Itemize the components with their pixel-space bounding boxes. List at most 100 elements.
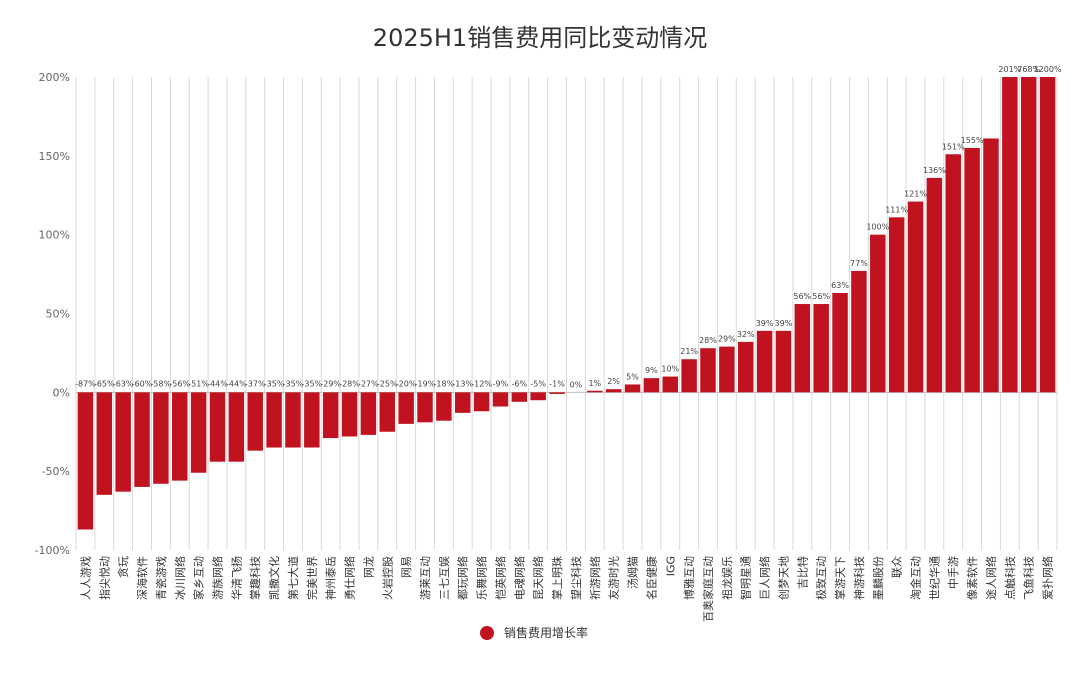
x-tick-label: 飞鱼科技 [1022,556,1036,600]
bar [851,270,867,393]
bar [888,217,905,393]
bar [700,348,716,393]
data-label: -19% [415,379,436,388]
legend-label: 销售费用增长率 [504,626,589,640]
x-tick-label: 像素软件 [965,556,979,600]
data-label: 2% [607,377,620,386]
x-tick-label: 都玩网络 [456,556,470,600]
x-tick-label: 掌趣科技 [248,556,262,600]
legend[interactable]: 销售费用增长率 [480,624,588,641]
data-label: -87% [75,379,96,388]
bar [587,390,603,393]
x-tick-label: 深海软件 [135,556,149,600]
x-tick-label: 华清飞扬 [229,556,243,600]
bar [77,392,94,530]
data-label: 56% [793,292,811,301]
data-label: -27% [358,379,379,388]
bar [1020,77,1037,393]
data-label: 32% [737,330,755,339]
bar [756,330,773,393]
data-label: -25% [377,379,398,388]
bar [96,392,113,495]
bar [681,359,697,393]
bar [605,389,622,393]
x-tick-label: 昆天网络 [531,556,545,600]
data-label: 10% [661,365,679,374]
data-label: -6% [512,379,528,388]
data-label: 151% [942,142,965,151]
data-label: -35% [283,379,304,388]
x-tick-label: 游莱互动 [419,556,432,600]
data-label: 1% [588,379,601,388]
data-label: 155% [961,136,984,145]
data-label: -56% [169,379,190,388]
bar [455,392,471,413]
data-label: 28% [699,336,717,345]
data-label: 77% [850,259,868,268]
bar [813,304,829,393]
data-label: -51% [188,379,209,388]
x-tick-label: 百奥家庭互动 [701,556,715,622]
data-label: 21% [680,347,698,356]
x-tick-label: 三七互娱 [437,556,451,600]
bar [398,392,414,424]
bar [492,392,509,407]
data-label: -44% [226,379,247,388]
x-tick-label: 掌上明珠 [550,556,564,600]
bar [341,392,358,437]
y-tick-label: -100% [35,544,70,557]
x-tick-label: 世纪华通 [927,556,941,600]
bar [945,154,961,393]
data-label: 100% [866,223,889,232]
x-tick-label: 名臣健康 [644,556,658,600]
bar [1039,77,1056,393]
x-tick-label: 吉比特 [795,556,809,589]
bar [322,392,339,439]
x-tick-label: 博雅互动 [682,556,696,600]
data-label: -29% [320,379,341,388]
bar [794,304,811,393]
y-tick-label: 200% [39,71,70,84]
axis-layer: -100% -50% 0% 50% 100% 150% 200% [35,71,1057,557]
y-tick-label: 150% [39,150,70,163]
data-label: -35% [264,379,285,388]
data-label: -9% [493,379,509,388]
data-label: -28% [339,379,360,388]
x-tick-label: 乐舞网络 [475,556,489,600]
x-tick-label: 冰川网络 [173,556,187,600]
x-tick-label: 极致互动 [814,556,828,600]
data-label: -1% [549,379,565,388]
bar [926,177,943,393]
data-label: 1200% [1034,65,1062,74]
data-label: -60% [132,379,153,388]
bar [247,392,263,451]
bar [737,341,754,393]
x-tick-label: 第七大道 [286,556,300,600]
bar [870,234,886,393]
bar [285,392,301,448]
y-tick-label: 50% [46,308,70,321]
bar [719,346,735,393]
x-tick-label: 神州泰岳 [324,556,338,600]
data-label: -5% [530,379,546,388]
x-tick-label: 贪玩 [116,556,130,578]
bar [228,392,245,462]
bar [153,392,169,484]
y-tick-label: 100% [39,229,70,242]
x-tick-label: 墨麟股份 [871,556,885,600]
x-tick-label: 爱扑网络 [1041,556,1055,600]
data-label: 29% [718,335,736,344]
x-tick-label: 电魂网络 [512,556,526,600]
data-label: 39% [775,319,793,328]
x-tick-label: 望尘科技 [569,556,583,600]
x-tick-label: 中手游 [946,556,960,589]
x-tick-layer: 人人游戏 指尖悦动 贪玩 深海软件 青瓷游戏 冰川网络 家乡互动 游族网络 华清飞扬 掌趣科技 凯撒… [79,556,1054,622]
bar [832,293,848,393]
data-label: -20% [396,379,417,388]
legend-swatch [480,625,494,640]
data-label: -58% [151,379,172,388]
x-tick-label: 指尖悦动 [97,556,111,600]
bar [115,392,131,492]
x-tick-label: 淘金互动 [909,556,923,600]
